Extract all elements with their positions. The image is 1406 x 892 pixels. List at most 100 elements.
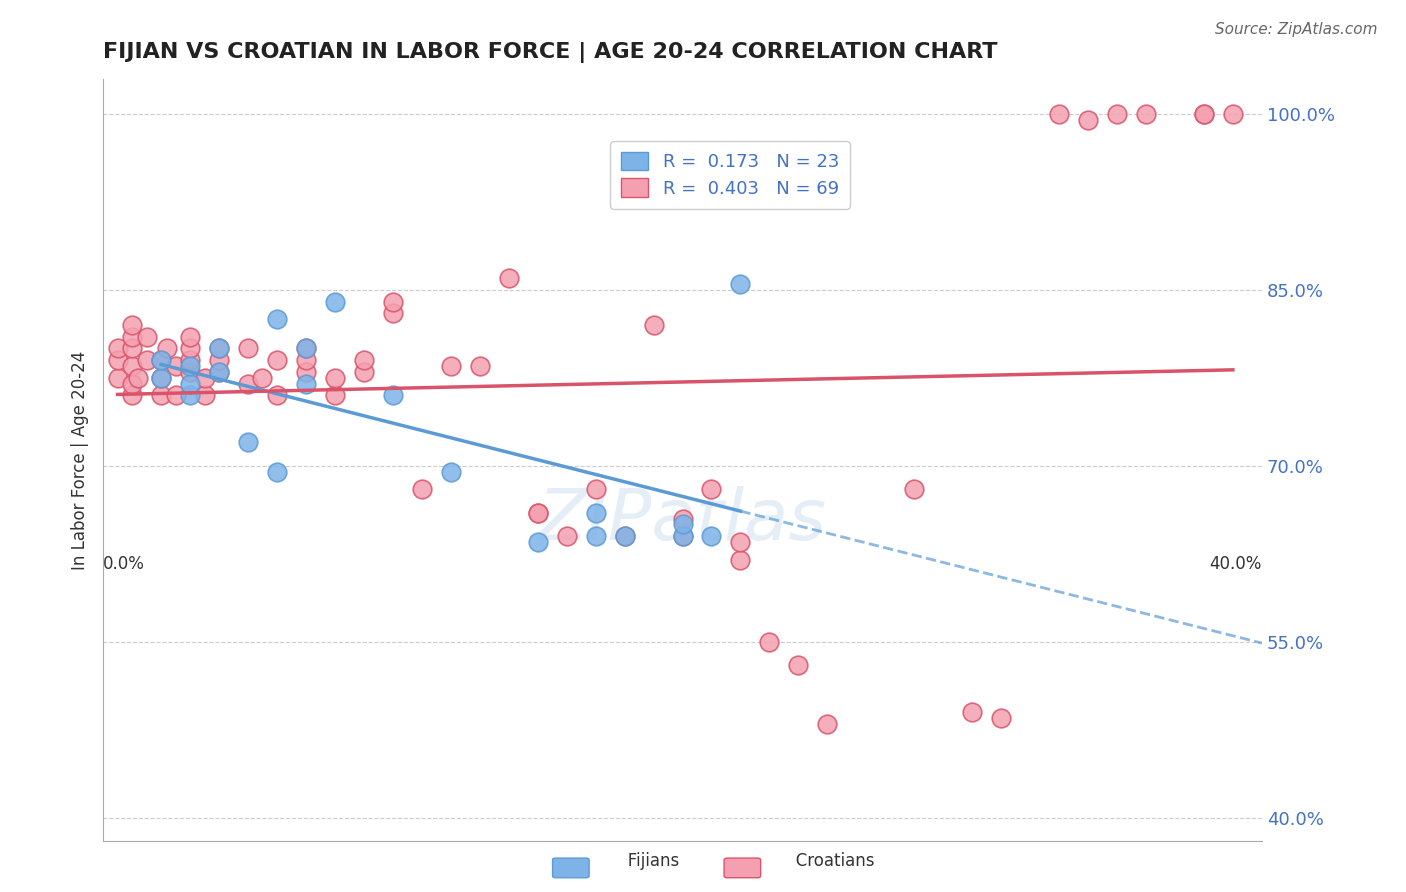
Point <box>671 529 693 543</box>
Point <box>1192 107 1215 121</box>
Point <box>1192 107 1215 121</box>
Point <box>295 342 318 356</box>
Text: Fijians: Fijians <box>591 852 679 870</box>
Legend: R =  0.173   N = 23, R =  0.403   N = 69: R = 0.173 N = 23, R = 0.403 N = 69 <box>610 141 851 209</box>
Point <box>295 365 318 379</box>
Point <box>1135 107 1157 121</box>
Point <box>165 388 187 402</box>
Text: 0.0%: 0.0% <box>103 556 145 574</box>
Point <box>150 388 173 402</box>
Point <box>135 353 157 368</box>
Point <box>1047 107 1070 121</box>
Point <box>208 353 231 368</box>
Point <box>179 388 201 402</box>
Point <box>236 342 259 356</box>
Point <box>179 342 201 356</box>
Point <box>156 342 179 356</box>
Point <box>643 318 665 332</box>
Point <box>127 371 149 385</box>
Point <box>121 388 143 402</box>
Point <box>208 342 231 356</box>
Point <box>150 371 173 385</box>
Point <box>135 330 157 344</box>
Point <box>121 376 143 391</box>
Point <box>150 353 173 368</box>
Point <box>266 465 288 479</box>
Point <box>179 353 201 368</box>
Point <box>700 529 723 543</box>
Point <box>121 359 143 373</box>
Point <box>1105 107 1128 121</box>
Point <box>179 365 201 379</box>
Point <box>440 359 463 373</box>
Point <box>107 371 129 385</box>
Text: Source: ZipAtlas.com: Source: ZipAtlas.com <box>1215 22 1378 37</box>
Point <box>295 353 318 368</box>
Text: FIJIAN VS CROATIAN IN LABOR FORCE | AGE 20-24 CORRELATION CHART: FIJIAN VS CROATIAN IN LABOR FORCE | AGE … <box>103 42 998 62</box>
Point <box>671 529 693 543</box>
Point <box>381 306 404 320</box>
Point <box>468 359 491 373</box>
Point <box>208 365 231 379</box>
Point <box>730 535 752 549</box>
Point <box>585 483 607 497</box>
Point <box>193 371 215 385</box>
Point <box>381 294 404 309</box>
Point <box>787 658 810 673</box>
Point <box>498 271 520 285</box>
Point <box>1222 107 1244 121</box>
Point <box>960 705 983 719</box>
Point <box>193 388 215 402</box>
Point <box>411 483 433 497</box>
Point <box>730 277 752 291</box>
Point <box>107 353 129 368</box>
Point <box>266 353 288 368</box>
Point <box>323 388 346 402</box>
Point <box>323 371 346 385</box>
Point <box>353 365 375 379</box>
Point <box>613 529 636 543</box>
Point <box>179 376 201 391</box>
Point <box>585 529 607 543</box>
Point <box>381 388 404 402</box>
Point <box>323 294 346 309</box>
Point <box>266 312 288 326</box>
Point <box>990 711 1012 725</box>
Point <box>815 717 838 731</box>
Point <box>526 535 548 549</box>
Point <box>671 517 693 532</box>
Point <box>295 342 318 356</box>
Point <box>236 435 259 450</box>
Point <box>353 353 375 368</box>
Point <box>671 511 693 525</box>
Point <box>236 376 259 391</box>
Point <box>585 506 607 520</box>
Point <box>150 371 173 385</box>
Point <box>150 353 173 368</box>
Point <box>700 483 723 497</box>
Text: 40.0%: 40.0% <box>1209 556 1263 574</box>
Point <box>165 359 187 373</box>
Point <box>179 359 201 373</box>
Point <box>295 376 318 391</box>
Point <box>121 330 143 344</box>
Point <box>555 529 578 543</box>
Point <box>613 529 636 543</box>
Point <box>730 552 752 566</box>
Point <box>440 465 463 479</box>
Point <box>179 330 201 344</box>
Y-axis label: In Labor Force | Age 20-24: In Labor Force | Age 20-24 <box>72 351 89 570</box>
Text: ZIPatlas: ZIPatlas <box>538 486 827 556</box>
Point <box>266 388 288 402</box>
Point <box>1077 112 1099 127</box>
Point <box>121 318 143 332</box>
Point <box>208 365 231 379</box>
Point <box>526 506 548 520</box>
Point <box>526 506 548 520</box>
Text: Croatians: Croatians <box>759 852 875 870</box>
Point <box>252 371 274 385</box>
Point <box>903 483 925 497</box>
Point <box>758 635 780 649</box>
Point <box>208 342 231 356</box>
Point <box>107 342 129 356</box>
